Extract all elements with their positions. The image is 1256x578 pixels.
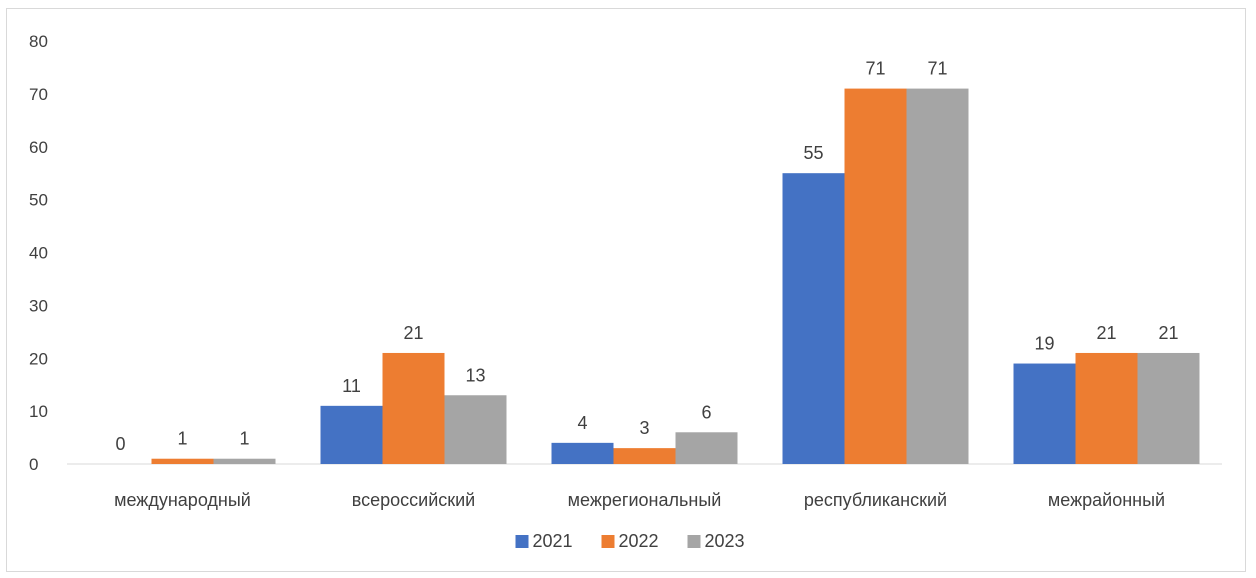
y-tick-label: 20 [29,349,48,368]
bar-2021-3 [782,173,845,464]
data-label: 6 [701,402,711,422]
y-axis-ticks: 0 10 20 30 40 50 60 70 80 [29,32,48,474]
bar-2022-0 [151,458,214,464]
bar-2023-1 [444,395,507,464]
bar-2022-3 [844,88,907,465]
data-label: 21 [1096,323,1116,343]
bar-2021-1 [320,405,383,464]
y-tick-label: 10 [29,402,48,421]
data-label: 71 [865,59,885,79]
bar-2023-2 [675,432,738,464]
legend-swatch-2021 [515,535,529,548]
data-label: 21 [403,323,423,343]
data-label: 11 [342,376,361,396]
y-tick-label: 60 [29,138,48,157]
bar-2023-4 [1137,352,1200,464]
data-label: 3 [639,418,649,438]
y-tick-label: 50 [29,191,48,210]
category-labels: международный всероссийский межрегиональны… [114,490,1165,510]
legend-swatch-2023 [687,535,701,548]
bar-2021-2 [551,442,614,464]
data-label: 71 [927,59,947,79]
legend-swatch-2022 [601,535,615,548]
data-label: 19 [1034,334,1054,354]
data-label: 1 [177,429,187,449]
bar-2022-4 [1075,352,1138,464]
data-label: 4 [577,413,587,433]
y-tick-label: 40 [29,244,48,263]
y-tick-label: 0 [29,455,38,474]
y-tick-label: 70 [29,85,48,104]
y-tick-label: 80 [29,32,48,51]
data-label: 21 [1158,323,1178,343]
category-label: всероссийский [352,490,476,510]
data-label: 13 [465,365,485,385]
bars-group [151,88,1200,465]
data-label: 55 [803,143,823,163]
legend: 2021 2022 2023 [515,531,745,551]
y-tick-label: 30 [29,296,48,315]
legend-label-2023: 2023 [705,531,745,551]
bar-2021-4 [1013,363,1076,464]
category-label: международный [114,490,251,510]
bar-2023-3 [906,88,969,465]
category-label: межрегиональный [568,490,722,510]
legend-label-2021: 2021 [533,531,573,551]
data-label: 1 [239,429,249,449]
bar-2022-1 [382,352,445,464]
category-label: межрайонный [1048,490,1165,510]
data-label: 0 [115,434,125,454]
legend-label-2022: 2022 [619,531,659,551]
bar-2023-0 [213,458,276,464]
chart-frame: 0 10 20 30 40 50 60 70 80 0 1 1 11 21 13 4 3 6 55 71 71 19 21… [6,8,1246,572]
bar-2022-2 [613,448,676,464]
category-label: республиканский [804,490,947,510]
